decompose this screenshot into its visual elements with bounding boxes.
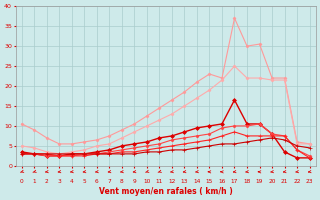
X-axis label: Vent moyen/en rafales ( km/h ): Vent moyen/en rafales ( km/h ) [99,187,233,196]
